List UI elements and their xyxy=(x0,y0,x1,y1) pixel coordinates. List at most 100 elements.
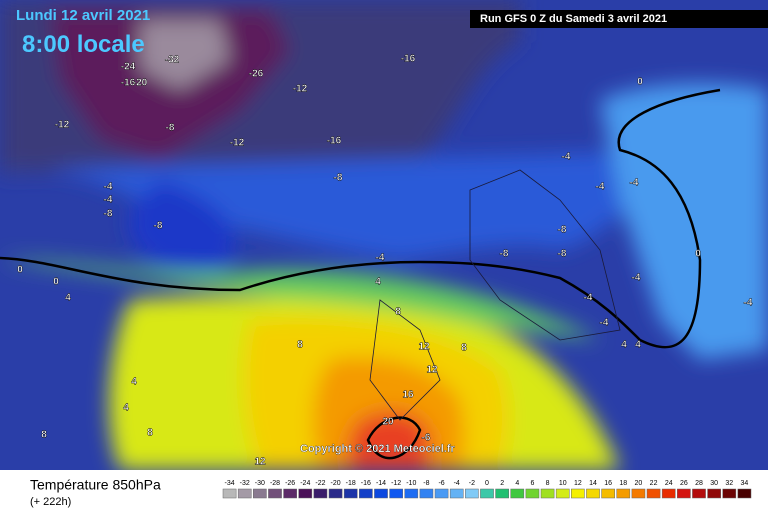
run-label: Run GFS 0 Z du Samedi 3 avril 2021 xyxy=(480,13,667,25)
scale-label: 4 xyxy=(515,480,519,487)
map-value: -8 xyxy=(500,249,509,260)
scale-cell xyxy=(389,488,403,499)
map-value: 12 xyxy=(426,365,438,376)
scale-label: 14 xyxy=(589,480,597,487)
map-value: 8 xyxy=(297,340,303,351)
scale-label: 32 xyxy=(725,480,733,487)
map-value: -8 xyxy=(166,123,175,134)
scale-label: -10 xyxy=(406,480,416,487)
map-value: -4 xyxy=(562,152,571,163)
scale-label: 6 xyxy=(530,480,534,487)
scale-label: -26 xyxy=(285,480,295,487)
map-value: -4 xyxy=(104,195,113,206)
scale-label: -34 xyxy=(225,480,235,487)
scale-cell xyxy=(298,488,313,499)
map-value: -12 xyxy=(293,84,308,95)
scale-label: -14 xyxy=(376,480,386,487)
scale-cell xyxy=(616,488,631,499)
scale-cell xyxy=(237,488,252,499)
map-value: 4 xyxy=(123,403,129,414)
scale-cell xyxy=(631,488,646,499)
scale-cell xyxy=(707,488,721,499)
map-value: -4 xyxy=(744,298,753,309)
scale-cell xyxy=(313,488,328,499)
map-value: -8 xyxy=(104,209,113,220)
map-value: -16 xyxy=(401,54,416,65)
scale-cell xyxy=(419,488,434,499)
map-value: 0 xyxy=(17,265,23,276)
scale-cell xyxy=(253,488,267,499)
scale-cell xyxy=(677,488,691,499)
scale-cell xyxy=(480,488,494,499)
map-value: -26 xyxy=(249,69,264,80)
scale-cell xyxy=(434,488,449,499)
map-value: -20 xyxy=(133,78,148,89)
map-value: -4 xyxy=(596,182,605,193)
map-value: 4 xyxy=(375,277,381,288)
scale-cell xyxy=(571,488,585,499)
scale-cell xyxy=(722,488,737,499)
map-value: 0 xyxy=(695,249,701,260)
map-value: 4 xyxy=(635,340,641,351)
map-value: -16 xyxy=(327,136,342,147)
map-value: -12 xyxy=(230,138,245,149)
scale-label: 26 xyxy=(680,480,688,487)
scale-cell xyxy=(525,488,540,499)
map-value: 4 xyxy=(65,293,71,304)
map-labels: -32-24-26-16-20-16-12-12 -8-12 -16-8-4-4-8… xyxy=(17,53,753,467)
map-value: -8 xyxy=(558,225,567,236)
scale-cell xyxy=(283,488,297,499)
map-value: -8 xyxy=(154,221,163,232)
scale-label: -24 xyxy=(300,480,310,487)
scale-label: -28 xyxy=(270,480,280,487)
scale-cell xyxy=(449,488,464,499)
map-value: -24 xyxy=(121,62,136,73)
scale-cell xyxy=(540,488,555,499)
scale-label: 16 xyxy=(604,480,612,487)
scale-label: 22 xyxy=(650,480,658,487)
map-value: 8 xyxy=(147,428,153,439)
scale-label: -30 xyxy=(255,480,265,487)
map-value: 8 xyxy=(461,343,467,354)
scale-label: 0 xyxy=(485,480,489,487)
scale-cell xyxy=(374,488,388,499)
map-value: 0 xyxy=(637,77,643,88)
scale-label: 34 xyxy=(741,480,749,487)
scale-cell xyxy=(586,488,600,499)
scale-label: -22 xyxy=(315,480,325,487)
scale-label: 24 xyxy=(665,480,673,487)
scale-cell xyxy=(343,488,358,499)
map-value: 12 xyxy=(418,342,430,353)
scale-label: -20 xyxy=(331,480,341,487)
scale-label: 30 xyxy=(710,480,718,487)
map-value: -4 xyxy=(600,318,609,329)
scale-label: -6 xyxy=(438,480,444,487)
map-value: -4 xyxy=(630,178,639,189)
scale-label: 2 xyxy=(500,480,504,487)
map-value: -4 xyxy=(584,293,593,304)
scale-label: 10 xyxy=(559,480,567,487)
date-label: Lundi 12 avril 2021 xyxy=(16,7,150,24)
color-scale: -34 -32 -30 -28 -26 -24 -22 -20 -18 -16 -14 -12 -10-… xyxy=(222,480,752,499)
map-value: -8 xyxy=(558,249,567,260)
scale-label: 28 xyxy=(695,480,703,487)
time-label: 8:00 locale xyxy=(22,31,145,58)
scale-cell xyxy=(601,488,615,499)
scale-label: 18 xyxy=(619,480,627,487)
map-value: -4 xyxy=(104,182,113,193)
map-value: 4 xyxy=(621,340,627,351)
map-value: -16 xyxy=(121,78,136,89)
scale-cell xyxy=(510,488,525,499)
map-value: 8 xyxy=(395,307,401,318)
map-value: -12 xyxy=(55,120,70,131)
map-value: -8 xyxy=(334,173,343,184)
run-box xyxy=(470,10,768,28)
scale-cell xyxy=(661,488,676,499)
scale-label: -8 xyxy=(423,480,429,487)
scale-cell xyxy=(404,488,419,499)
scale-label: -12 xyxy=(391,480,401,487)
map-value: 8 xyxy=(41,430,47,441)
scale-cell xyxy=(359,488,373,499)
legend-lead: (+ 222h) xyxy=(30,496,71,508)
